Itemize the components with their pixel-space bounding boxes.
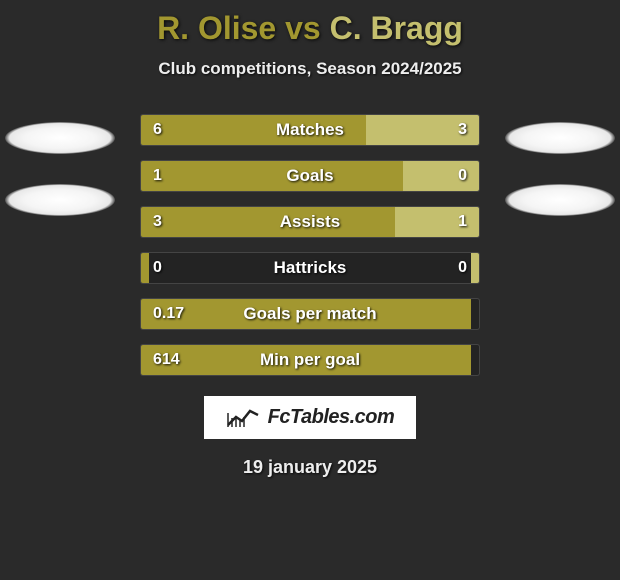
bar-label: Min per goal [260,350,360,370]
bar-value-left: 1 [153,167,162,185]
stat-bar: 614 Min per goal [140,344,480,376]
bar-label: Goals per match [243,304,376,324]
comparison-title: R. Olise vs C. Bragg [157,10,463,47]
fctables-logo: FcTables.com [204,396,417,439]
main-content: 6 Matches 3 1 Goals 0 3 Assists 1 0 Hattricks 0 0.17… [0,114,620,376]
bar-fill-left [141,207,395,237]
vs-label: vs [285,10,321,46]
bar-value-right: 0 [458,167,467,185]
bar-fill-right [471,253,479,283]
stat-bar: 3 Assists 1 [140,206,480,238]
stat-bar: 0.17 Goals per match [140,298,480,330]
stat-bars-container: 6 Matches 3 1 Goals 0 3 Assists 1 0 Hattricks 0 0.17… [140,114,480,376]
player2-avatar-column [505,122,615,216]
bar-label: Goals [286,166,333,186]
bar-value-left: 0 [153,259,162,277]
player1-name: R. Olise [157,10,276,46]
bar-fill-left [141,161,403,191]
date-label: 19 january 2025 [243,457,377,478]
player2-name: C. Bragg [330,10,463,46]
bar-value-left: 3 [153,213,162,231]
player2-avatar-placeholder-bottom [505,184,615,216]
bar-value-right: 3 [458,121,467,139]
subtitle: Club competitions, Season 2024/2025 [158,59,461,79]
bar-value-right: 0 [458,259,467,277]
stat-bar: 6 Matches 3 [140,114,480,146]
player2-avatar-placeholder-top [505,122,615,154]
chart-icon [226,407,260,429]
bar-fill-right [403,161,479,191]
stat-bar: 0 Hattricks 0 [140,252,480,284]
bar-fill-left [141,253,149,283]
bar-label: Matches [276,120,344,140]
bar-label: Hattricks [274,258,347,278]
bar-value-left: 6 [153,121,162,139]
player1-avatar-placeholder-top [5,122,115,154]
player1-avatar-placeholder-bottom [5,184,115,216]
bar-value-left: 614 [153,351,180,369]
logo-text: FcTables.com [268,406,395,429]
bar-value-left: 0.17 [153,305,184,323]
bar-label: Assists [280,212,340,232]
bar-value-right: 1 [458,213,467,231]
stat-bar: 1 Goals 0 [140,160,480,192]
player1-avatar-column [5,122,115,216]
